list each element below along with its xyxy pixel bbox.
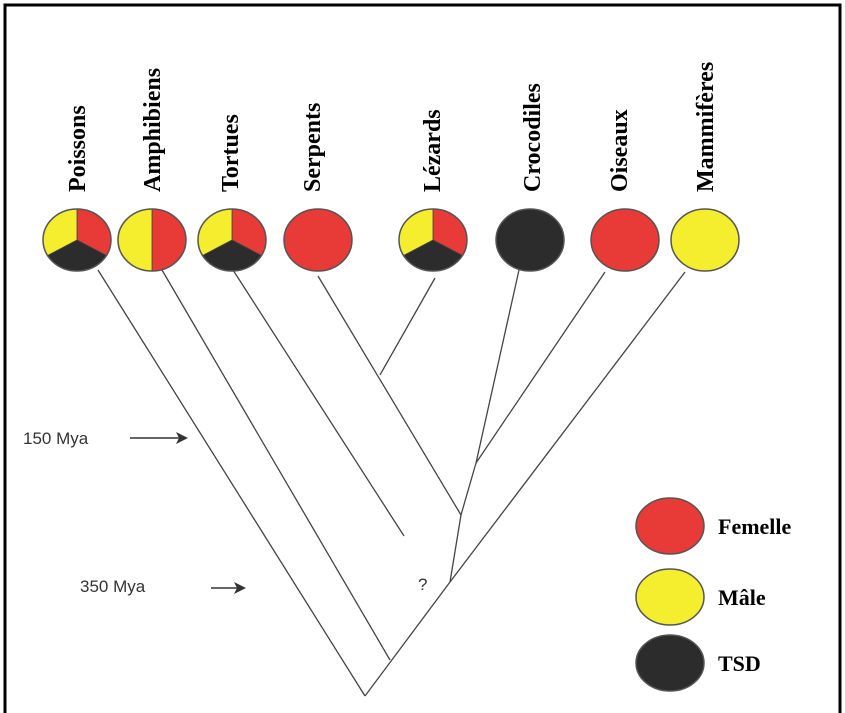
pie-outline <box>670 208 740 272</box>
branch-lezards <box>379 277 436 376</box>
pie-outline <box>590 208 660 272</box>
taxon-labels: Poissons Amphibiens Tortues Serpents Léz… <box>65 62 719 192</box>
pie-slice-female <box>151 208 187 272</box>
branch-crocodiles <box>475 269 520 464</box>
pie-outline <box>283 208 353 272</box>
pie-serpents <box>283 208 353 272</box>
label-150-mya: 150 Mya <box>23 429 89 448</box>
pie-outline <box>495 208 565 272</box>
pie-lezards <box>398 208 468 272</box>
taxon-label-lezards: Lézards <box>420 109 446 192</box>
branch-mammiferes <box>449 271 686 583</box>
taxon-label-oiseaux: Oiseaux <box>607 109 633 192</box>
pie-slice-male <box>117 208 153 272</box>
branch-amphibiens <box>161 269 391 661</box>
pie-mammiferes <box>670 208 740 272</box>
pie-outline <box>42 208 112 272</box>
branch-oiseaux <box>475 271 606 464</box>
taxon-label-serpents: Serpents <box>300 103 326 192</box>
arrow-350-mya-icon <box>211 582 246 594</box>
unknown-marker: ? <box>418 575 427 594</box>
arrow-150-mya-icon <box>130 432 188 444</box>
pie-slice-female <box>591 209 659 271</box>
pie-poissons <box>42 208 112 272</box>
legend-item-tsd: TSD <box>635 634 761 692</box>
legend: Femelle Mâle TSD <box>635 497 792 692</box>
branch-archosaurs <box>460 462 477 516</box>
pie-slice-tsd <box>496 209 564 271</box>
taxon-label-crocodiles: Crocodiles <box>520 83 546 192</box>
legend-label-male: Mâle <box>718 585 766 610</box>
legend-swatch-female <box>635 497 705 555</box>
branch-archosaurs-lepidosaurs <box>449 514 462 583</box>
figure-frame <box>3 3 842 713</box>
label-350-mya: 350 Mya <box>80 577 146 596</box>
pie-outline <box>197 208 267 272</box>
pie-oiseaux <box>590 208 660 272</box>
phylogenetic-tree <box>97 269 686 697</box>
legend-swatch-male <box>635 568 705 626</box>
branch-tortues <box>232 269 405 537</box>
legend-label-female: Femelle <box>718 514 792 539</box>
sex-determination-pies <box>42 208 740 272</box>
branch-amniotes <box>364 581 451 697</box>
pie-slice-female <box>284 209 352 271</box>
legend-label-tsd: TSD <box>718 651 761 676</box>
taxon-label-tortues: Tortues <box>218 114 244 192</box>
legend-item-female: Femelle <box>635 497 792 555</box>
taxon-label-poissons: Poissons <box>65 105 91 192</box>
pie-crocodiles <box>495 208 565 272</box>
pie-outline <box>117 208 187 272</box>
pie-outline <box>398 208 468 272</box>
legend-item-male: Mâle <box>635 568 766 626</box>
branch-serpents <box>317 275 462 516</box>
pie-amphibiens <box>117 208 187 272</box>
taxon-label-mammiferes: Mammifères <box>693 62 719 192</box>
branch-poissons <box>97 269 366 697</box>
time-annotations: 150 Mya 350 Mya ? <box>23 429 427 596</box>
pie-tortues <box>197 208 267 272</box>
pie-slice-male <box>671 209 739 271</box>
legend-swatch-tsd <box>635 634 705 692</box>
taxon-label-amphibiens: Amphibiens <box>140 68 166 192</box>
